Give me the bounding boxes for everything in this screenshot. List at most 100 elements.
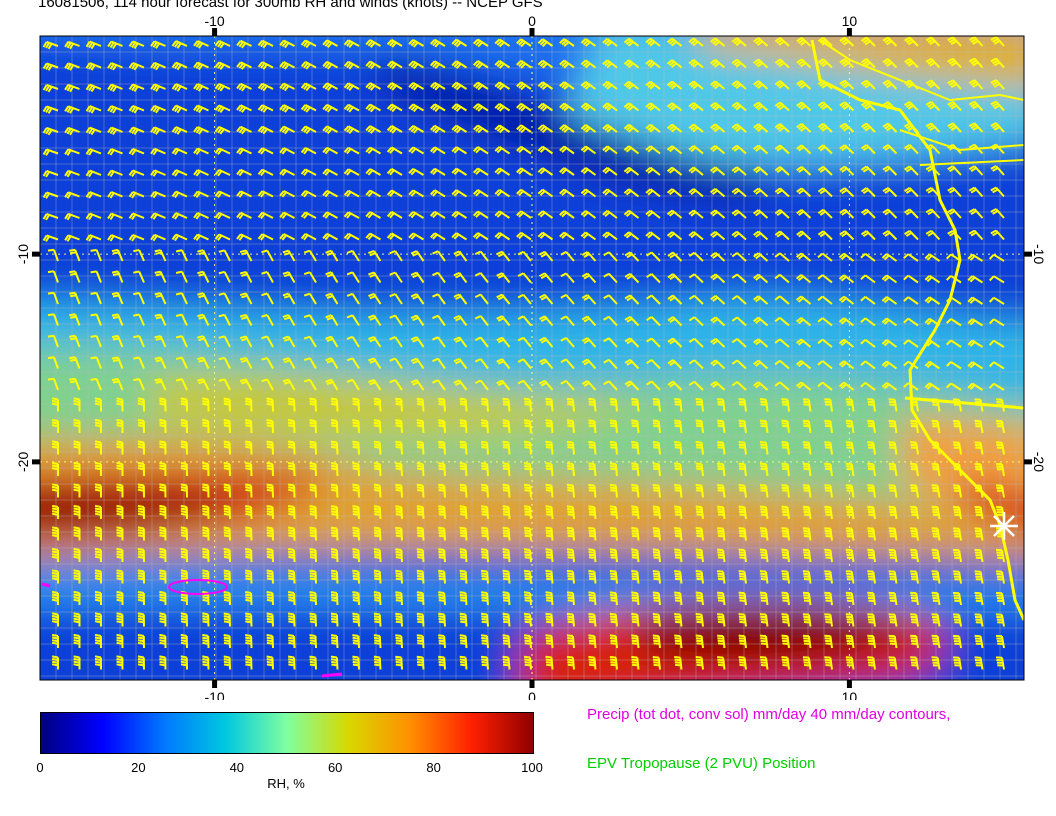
wind-barb — [480, 569, 489, 584]
wind-barb — [588, 548, 597, 563]
wind-barb — [330, 655, 339, 670]
wind-barb — [343, 82, 360, 91]
wind-barb — [309, 483, 317, 498]
wind-barb — [502, 397, 511, 412]
wind-barb-glyph — [218, 249, 231, 262]
wind-barb — [974, 613, 984, 627]
wind-barb — [300, 211, 317, 219]
wind-barb — [545, 548, 554, 563]
wind-barb — [802, 548, 812, 563]
wind-barb-glyph — [287, 440, 296, 455]
wind-barb — [303, 249, 317, 262]
wind-barb — [352, 526, 360, 541]
wind-barb — [223, 419, 231, 434]
wind-barb — [974, 505, 984, 520]
wind-barb — [968, 100, 984, 112]
wind-barb — [817, 230, 833, 241]
wind-barb — [90, 248, 102, 262]
wind-barb — [496, 358, 511, 370]
wind-barb — [774, 273, 790, 284]
wind-barb-glyph — [429, 38, 446, 48]
wind-barb — [245, 397, 253, 412]
wind-barb-glyph — [781, 570, 790, 584]
wind-barb-glyph — [947, 79, 962, 90]
wind-barb — [759, 527, 769, 541]
wind-barb — [523, 419, 532, 434]
wind-barb — [386, 39, 403, 48]
wind-barb — [774, 209, 790, 219]
wind-barb — [266, 397, 274, 412]
wind-barb-glyph — [802, 505, 812, 520]
wind-barb — [774, 359, 790, 370]
wind-barb — [995, 591, 1005, 606]
wind-barb — [953, 484, 962, 498]
wind-barb-glyph — [236, 104, 252, 113]
wind-barb-glyph — [824, 591, 833, 606]
wind-barb — [180, 547, 188, 563]
wind-barb-glyph — [180, 461, 188, 477]
lon-tick-label-bottom: 0 — [528, 689, 536, 700]
wind-barb-glyph — [516, 188, 532, 198]
wind-barb — [171, 104, 188, 114]
wind-barb-glyph — [64, 169, 80, 178]
wind-barb-glyph — [223, 548, 231, 563]
wind-barb-glyph — [502, 655, 511, 670]
wind-barb — [214, 233, 231, 241]
wind-barb — [150, 147, 166, 156]
wind-barb — [202, 483, 210, 498]
wind-barb — [731, 381, 747, 391]
wind-barb — [175, 378, 188, 391]
wind-barb — [416, 634, 425, 649]
wind-barb-glyph — [116, 633, 124, 649]
wind-barb-glyph — [236, 39, 252, 49]
wind-barb-glyph — [159, 655, 167, 670]
wind-barb — [523, 591, 532, 606]
wind-barb-glyph — [753, 230, 769, 241]
wind-barb-glyph — [717, 462, 726, 477]
wind-barb — [193, 40, 209, 49]
epv-legend: EPV Tropopause (2 PVU) Position — [587, 755, 816, 772]
wind-barb-glyph — [904, 230, 919, 241]
wind-barb-glyph — [717, 570, 726, 584]
wind-barb — [438, 419, 446, 434]
wind-barb — [802, 505, 812, 520]
wind-barb — [42, 105, 59, 114]
wind-barb-glyph — [645, 188, 661, 198]
wind-barb — [674, 634, 683, 649]
wind-barb-glyph — [602, 38, 618, 47]
wind-barb — [688, 231, 704, 241]
wind-barb-glyph — [523, 548, 532, 563]
wind-barb-glyph — [223, 612, 231, 627]
wind-barb — [903, 339, 919, 348]
wind-barb-glyph — [588, 612, 597, 627]
wind-barb-glyph — [603, 294, 618, 305]
wind-barb-glyph — [429, 124, 446, 134]
wind-barb-glyph — [516, 145, 532, 155]
wind-barb — [774, 295, 790, 305]
wind-barb-glyph — [472, 124, 489, 134]
wind-barb-glyph — [545, 548, 554, 563]
wind-barb — [888, 462, 898, 477]
wind-barb — [667, 294, 683, 305]
wind-barb-glyph — [51, 526, 59, 541]
wind-barb — [416, 462, 425, 477]
wind-barb-glyph — [159, 612, 167, 627]
wind-barb — [881, 296, 898, 305]
wind-barb-glyph — [47, 248, 59, 262]
wind-barb-glyph — [603, 380, 618, 391]
wind-barb — [368, 314, 382, 327]
wind-barb — [988, 253, 1005, 262]
wind-barb — [85, 105, 102, 114]
wind-barb — [90, 270, 102, 283]
wind-barb — [688, 316, 704, 327]
wind-barb — [581, 294, 597, 305]
colorbar-tick-label: 40 — [229, 760, 245, 775]
wind-barb — [731, 166, 747, 176]
wind-barb-glyph — [796, 101, 812, 112]
wind-barb-glyph — [581, 294, 597, 305]
wind-barb-glyph — [245, 419, 253, 434]
wind-barb — [802, 484, 812, 498]
wind-barb-glyph — [990, 100, 1005, 112]
wind-barb-glyph — [882, 101, 898, 112]
wind-barb-glyph — [781, 441, 790, 455]
